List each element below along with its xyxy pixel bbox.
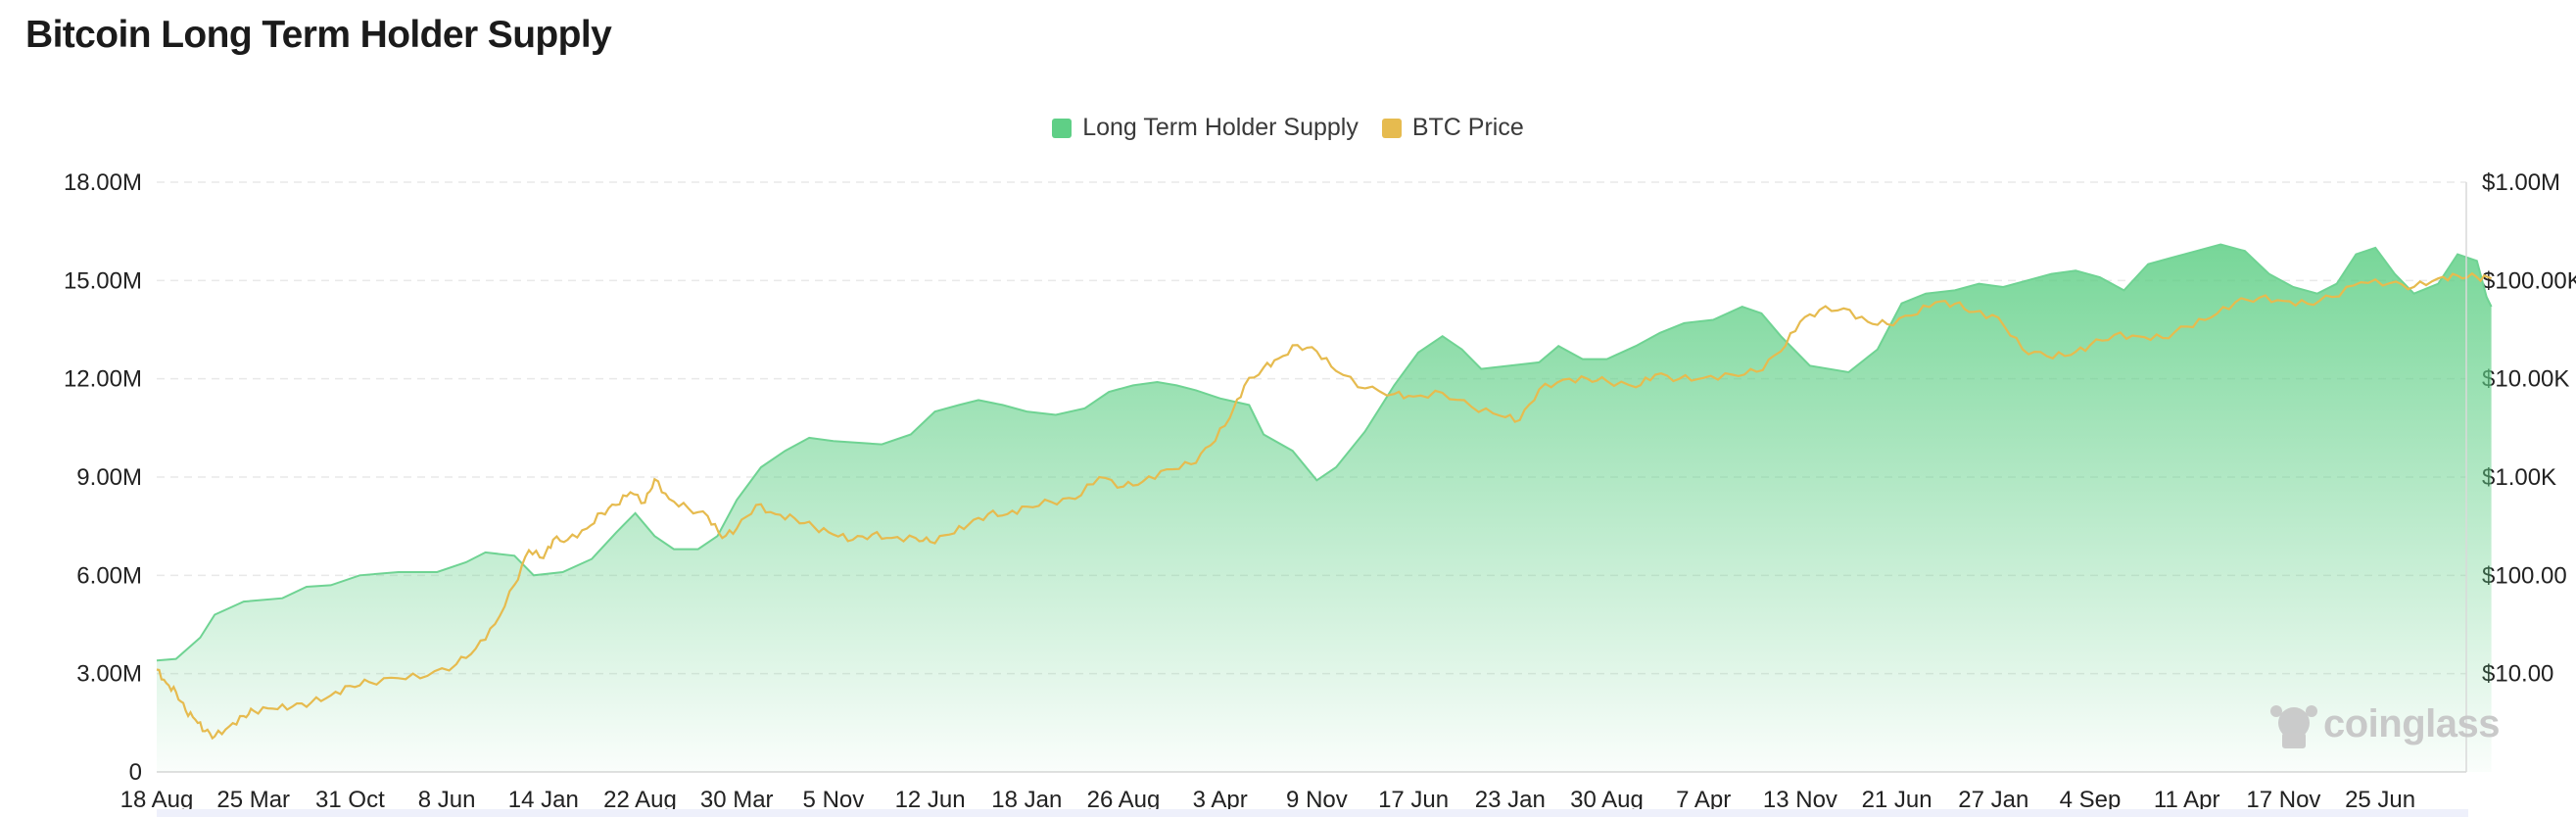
x-tick-label: 9 Nov (1286, 787, 1348, 813)
x-tick-label: 30 Mar (700, 787, 774, 813)
legend-label-lth-supply: Long Term Holder Supply (1082, 114, 1359, 141)
x-tick-label: 23 Jan (1475, 787, 1546, 813)
y-right-tick-label: $100.00K (2482, 267, 2576, 294)
y-right-tick-label: $10.00 (2482, 661, 2553, 688)
x-tick-label: 12 Jun (895, 787, 966, 813)
y-left-tick-label: 0 (129, 759, 142, 786)
y-left-tick-label: 12.00M (64, 366, 142, 393)
y-axis-right: $10.00 $100.00 $1.00K $10.00K $100.00K $1.00M (2482, 169, 2576, 688)
y-left-tick-label: 6.00M (76, 562, 142, 589)
chart-legend: Long Term Holder Supply BTC Price (0, 114, 2576, 142)
legend-item-lth-supply[interactable]: Long Term Holder Supply (1052, 114, 1359, 142)
legend-swatch-lth-supply (1052, 118, 1073, 138)
x-tick-label: 14 Jan (508, 787, 579, 813)
coinglass-logo-icon (2270, 705, 2317, 748)
x-tick-label: 8 Jun (418, 787, 476, 813)
y-left-tick-label: 18.00M (64, 169, 142, 196)
legend-item-btc-price[interactable]: BTC Price (1381, 114, 1524, 142)
y-axis-left: 0 3.00M 6.00M 9.00M 12.00M 15.00M 18.00M (64, 169, 142, 786)
legend-label-btc-price: BTC Price (1411, 114, 1524, 141)
x-tick-label: 7 Apr (1676, 787, 1731, 813)
x-tick-label: 25 Jun (2345, 787, 2415, 813)
series-area-lth-supply (157, 244, 2492, 772)
x-tick-label: 21 Jun (1862, 787, 1932, 813)
y-left-tick-label: 9.00M (76, 464, 142, 491)
x-tick-label: 30 Aug (1570, 787, 1644, 813)
series-line-lth-supply (156, 243, 2493, 662)
x-tick-label: 27 Jan (1958, 787, 2028, 813)
x-tick-label: 25 Mar (216, 787, 290, 813)
legend-swatch-btc-price (1381, 118, 1402, 138)
x-tick-label: 13 Nov (1763, 787, 1837, 813)
x-axis: 18 Aug 25 Mar 31 Oct 8 Jun 14 Jan 22 Aug 30 Ma… (120, 787, 2416, 813)
x-tick-label: 11 Apr (2154, 787, 2220, 813)
x-tick-label: 22 Aug (603, 787, 677, 813)
series-line-btc-price (156, 271, 2492, 741)
page-title: Bitcoin Long Term Holder Supply (25, 14, 612, 56)
x-tick-label: 5 Nov (803, 787, 865, 813)
y-left-tick-label: 15.00M (64, 267, 142, 294)
y-right-tick-label: $100.00 (2482, 562, 2567, 589)
y-right-tick-label: $1.00M (2482, 169, 2560, 196)
y-right-tick-label: $10.00K (2482, 366, 2569, 393)
x-tick-label: 17 Nov (2246, 787, 2320, 813)
watermark: coinglass (2270, 702, 2501, 748)
watermark-text: coinglass (2323, 702, 2500, 745)
x-tick-label: 3 Apr (1193, 787, 1248, 813)
x-tick-label: 26 Aug (1087, 787, 1161, 813)
x-tick-label: 31 Oct (315, 787, 385, 813)
x-tick-label: 18 Jan (991, 787, 1062, 813)
x-tick-label: 18 Aug (120, 787, 194, 813)
y-left-tick-label: 3.00M (76, 661, 142, 688)
x-axis-scroll-bar[interactable] (157, 809, 2468, 817)
x-tick-label: 17 Jun (1378, 787, 1449, 813)
x-tick-label: 4 Sep (2060, 787, 2122, 813)
y-right-tick-label: $1.00K (2482, 464, 2556, 491)
